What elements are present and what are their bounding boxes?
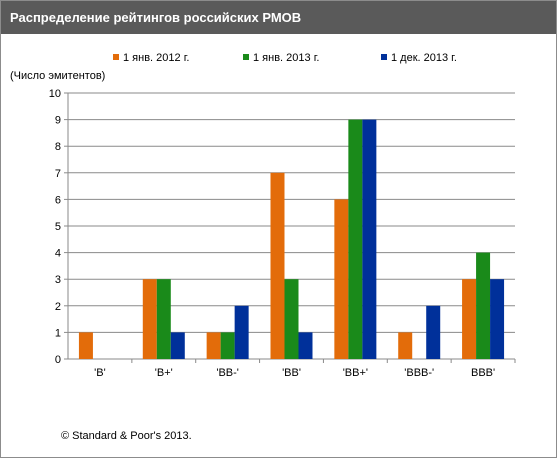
copyright-note: © Standard & Poor's 2013. <box>61 430 192 442</box>
y-tick-label: 2 <box>55 301 61 313</box>
x-tick-label: 'BBB-' <box>404 367 434 379</box>
title-bar: Распределение рейтингов российских РМОВ <box>1 1 556 34</box>
x-tick-label: 'B+' <box>155 367 173 379</box>
bar <box>284 279 299 359</box>
x-tick-label: 'BB-' <box>216 367 239 379</box>
y-tick-label: 0 <box>55 354 61 366</box>
legend-label: 1 янв. 2012 г. <box>123 52 189 64</box>
y-tick-label: 3 <box>55 274 61 286</box>
y-tick-label: 8 <box>55 141 61 153</box>
bar <box>362 119 377 359</box>
bar <box>206 332 221 359</box>
y-tick-label: 6 <box>55 194 61 206</box>
bar <box>334 199 349 359</box>
x-tick-label: 'BB' <box>282 367 301 379</box>
x-tick-label: 'B' <box>94 367 106 379</box>
bar-chart: 0 1 2 3 4 5 6 7 8 9 10 (Число эмитентов) 'B' 'B+' 'BB-… <box>10 52 516 379</box>
legend-swatch <box>113 54 119 60</box>
chart-title: Распределение рейтингов российских РМОВ <box>10 10 302 25</box>
legend-label: 1 янв. 2013 г. <box>253 52 319 64</box>
bar <box>270 172 285 359</box>
bar <box>170 332 185 359</box>
bar <box>220 332 235 359</box>
bar <box>490 279 505 359</box>
bar <box>78 332 93 359</box>
bar <box>234 305 249 359</box>
bar <box>398 332 413 359</box>
bar <box>348 119 363 359</box>
y-tick-label: 10 <box>49 88 61 100</box>
y-axis-label: (Число эмитентов) <box>10 70 105 82</box>
bar <box>156 279 171 359</box>
bar <box>142 279 157 359</box>
bar <box>476 252 491 359</box>
y-tick-label: 5 <box>55 221 61 233</box>
bar <box>426 305 441 359</box>
x-tick-label: 'BB+' <box>343 367 368 379</box>
bar <box>298 332 313 359</box>
y-tick-label: 1 <box>55 327 61 339</box>
legend-swatch <box>243 54 249 60</box>
y-tick-label: 9 <box>55 115 61 127</box>
legend-label: 1 дек. 2013 г. <box>391 52 457 64</box>
y-tick-label: 7 <box>55 168 61 180</box>
x-tick-label: BBB' <box>471 367 495 379</box>
y-tick-label: 4 <box>55 248 61 260</box>
bar <box>462 279 477 359</box>
legend-swatch <box>381 54 387 60</box>
